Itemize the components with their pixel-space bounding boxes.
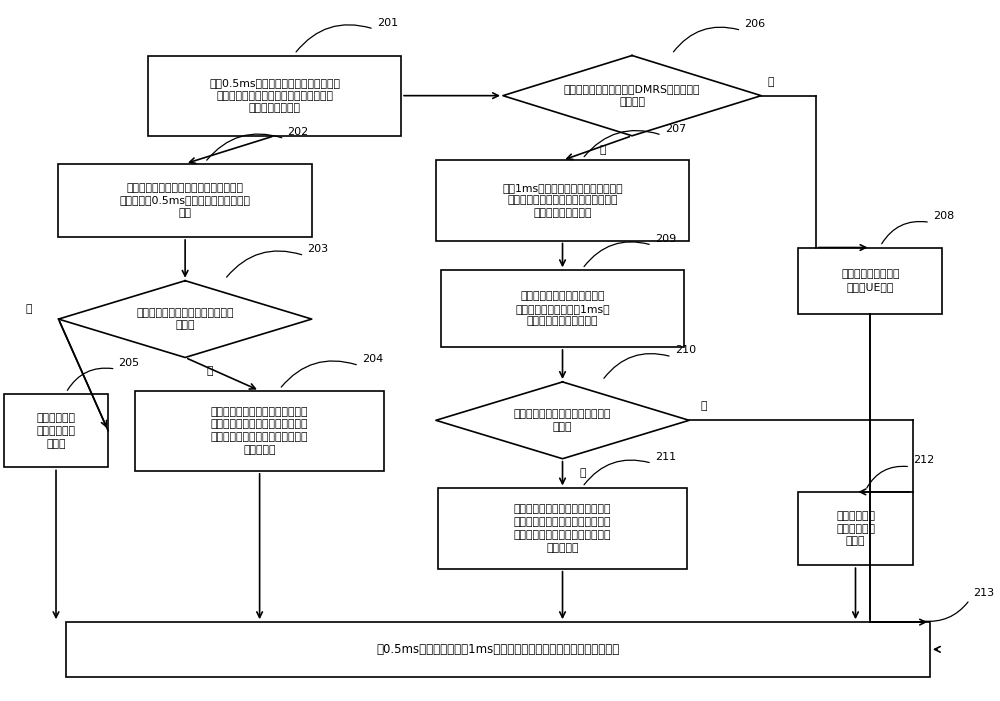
Text: 选取0.5ms采样间隔内符合条件的两列频
域解调参考信号位置估计得到的频域信道
，计算噪声估计值: 选取0.5ms采样间隔内符合条件的两列频 域解调参考信号位置估计得到的频域信道 … (209, 78, 340, 114)
FancyBboxPatch shape (798, 492, 913, 565)
FancyBboxPatch shape (441, 270, 684, 347)
Text: 判断当前子帧与上一子帧DMRS是否有重复
资源部分: 判断当前子帧与上一子帧DMRS是否有重复 资源部分 (564, 84, 700, 107)
Text: 211: 211 (655, 452, 676, 462)
FancyBboxPatch shape (135, 390, 384, 471)
FancyBboxPatch shape (798, 247, 942, 314)
Text: 是: 是 (207, 367, 213, 376)
Text: 是: 是 (579, 468, 586, 477)
Text: 203: 203 (307, 244, 328, 254)
Text: 判断自相关函数值的模是否小于限
制因子: 判断自相关函数值的模是否小于限 制因子 (514, 409, 611, 432)
Text: 将自相关函数值作为有效数据，与
所有之前得到的相同采样间隔内的
自相关函数值作迭代平均，求得终
端移动速度: 将自相关函数值作为有效数据，与 所有之前得到的相同采样间隔内的 自相关函数值作迭… (211, 407, 308, 455)
Text: 选取1ms采样间隔内符合条件的两列频
域解调参考信号位置估计得到的频域信
道，计算噪声估计值: 选取1ms采样间隔内符合条件的两列频 域解调参考信号位置估计得到的频域信 道，计… (502, 182, 623, 218)
Text: 204: 204 (362, 354, 383, 364)
Text: 201: 201 (377, 18, 398, 27)
FancyBboxPatch shape (58, 164, 312, 237)
Text: 202: 202 (287, 127, 309, 137)
FancyBboxPatch shape (66, 622, 930, 676)
Text: 205: 205 (119, 358, 140, 367)
Text: 207: 207 (665, 123, 686, 134)
Text: 沿用上一个周期估计
得到的UE速度: 沿用上一个周期估计 得到的UE速度 (841, 269, 900, 292)
Text: 206: 206 (744, 19, 765, 29)
Text: 引入修正因子，结合噪声估计值计算所述
频域信道在0.5ms采样间隔内的自相关函
数值: 引入修正因子，结合噪声估计值计算所述 频域信道在0.5ms采样间隔内的自相关函 … (120, 182, 251, 218)
Text: 212: 212 (913, 456, 934, 465)
Polygon shape (436, 382, 689, 458)
Polygon shape (503, 55, 761, 136)
Text: 是: 是 (599, 145, 605, 155)
Text: 沿用上个周期
得到的终端移
动速度: 沿用上个周期 得到的终端移 动速度 (37, 413, 76, 449)
FancyBboxPatch shape (438, 489, 687, 569)
Text: 213: 213 (973, 588, 994, 599)
Text: 判断自相关函数值的模是否小于限
制因子: 判断自相关函数值的模是否小于限 制因子 (136, 308, 234, 330)
FancyBboxPatch shape (148, 55, 401, 136)
Text: 对0.5ms终端移动速度和1ms终端移动速度做平均，得到最终估计速度: 对0.5ms终端移动速度和1ms终端移动速度做平均，得到最终估计速度 (376, 643, 620, 656)
FancyBboxPatch shape (436, 161, 689, 240)
Text: 210: 210 (675, 346, 696, 355)
FancyBboxPatch shape (4, 394, 108, 468)
Polygon shape (58, 280, 312, 358)
Text: 209: 209 (655, 233, 676, 244)
Text: 沿用上个周期
得到的终端移
动速度: 沿用上个周期 得到的终端移 动速度 (836, 511, 875, 546)
Text: 否: 否 (25, 304, 32, 313)
Text: 否: 否 (768, 76, 774, 87)
Text: 否: 否 (701, 402, 707, 411)
Text: 将自相关函数值作为有效数据，与
所有之前得到的相同采样间隔内的
自相关函数值作迭代平均，求得终
端移动速度: 将自相关函数值作为有效数据，与 所有之前得到的相同采样间隔内的 自相关函数值作迭… (514, 504, 611, 553)
Text: 208: 208 (933, 211, 954, 221)
Text: 引入修正因子，结合噪声估计
值计算所述频域信道在1ms采
样间隔内的自相关函数值: 引入修正因子，结合噪声估计 值计算所述频域信道在1ms采 样间隔内的自相关函数值 (515, 291, 610, 327)
